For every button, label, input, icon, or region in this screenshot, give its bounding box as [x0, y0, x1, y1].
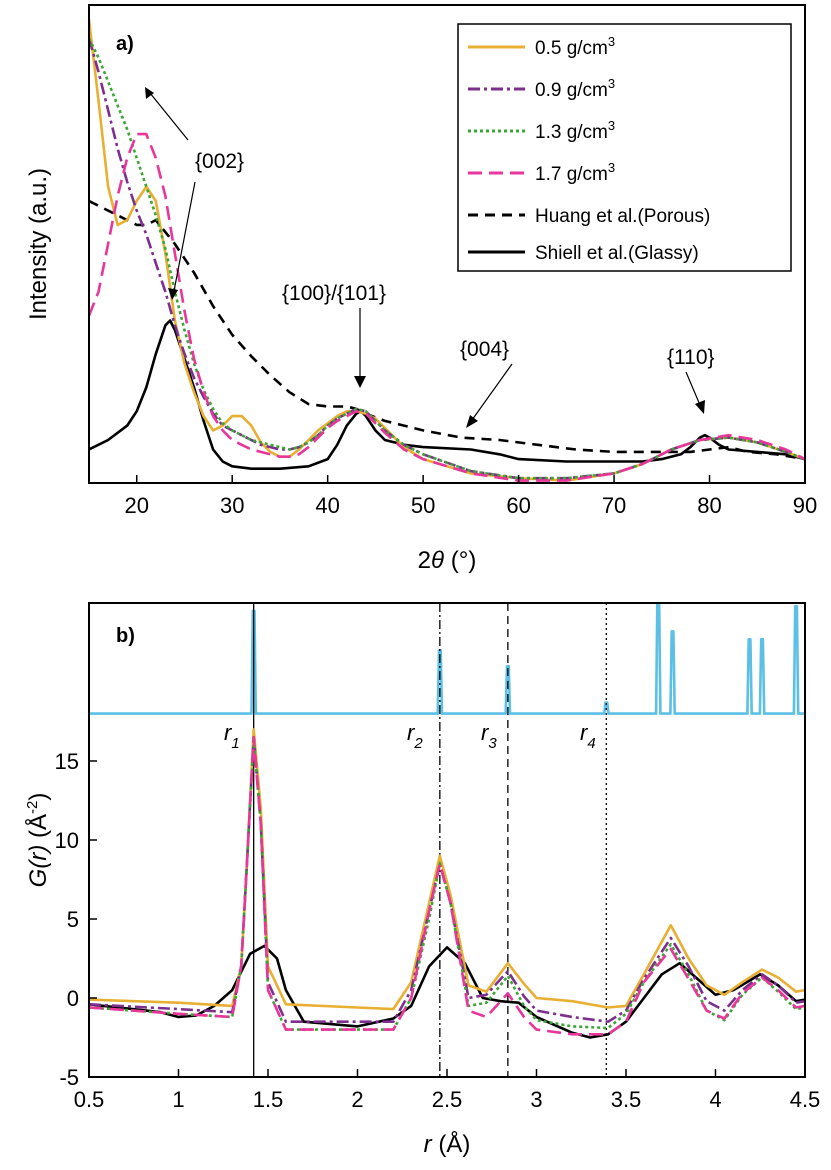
- arrowhead-002-lower: [168, 288, 178, 300]
- panel-a-axes-frame: [88, 4, 806, 484]
- x-tick-label-a-80: 80: [697, 493, 721, 518]
- x-tick-label-b-2-5: 2.5: [432, 1087, 463, 1112]
- arrowhead-004: [466, 415, 478, 428]
- legend-entry-huang: Huang et al.(Porous): [535, 206, 710, 227]
- panel-a-x-axis-label: 2θ (°): [418, 547, 477, 574]
- x-tick-label-a-40: 40: [315, 493, 339, 518]
- annotation-004: {004}: [460, 338, 509, 361]
- y-tick-label-b-neg5: -5: [59, 1065, 79, 1090]
- series-a-0-9-g-cm3: [89, 38, 805, 480]
- arrow-002-upper: [149, 92, 189, 141]
- r4-label: r4: [580, 720, 596, 752]
- x-tick-label-b-1: 1: [172, 1087, 184, 1112]
- panel-b-crystal-reference: [89, 603, 805, 715]
- panel-b-reference-lines: [253, 603, 607, 1077]
- panel-b-x-axis-label: r (Å): [424, 1130, 471, 1158]
- r2-label: r2: [407, 720, 423, 752]
- x-tick-label-b-4-5: 4.5: [790, 1087, 821, 1112]
- annotation-002: {002}: [195, 150, 244, 173]
- series-b-shiell-et-al-glassy: [89, 944, 805, 1039]
- legend-entry-0-9: 0.9 g/cm3: [535, 76, 615, 101]
- panel-a-y-axis-label: Intensity (a.u.): [25, 168, 52, 320]
- x-tick-label-a-20: 20: [124, 493, 148, 518]
- x-tick-label-a-50: 50: [411, 493, 435, 518]
- arrow-002-lower: [173, 181, 196, 292]
- panel-a-chart: 20 30 40 50 60 70 80 90 a) 0.5 g/cm3 0.9 g/cm3 …: [25, 4, 817, 574]
- x-tick-label-a-70: 70: [602, 493, 626, 518]
- x-tick-label-a-90: 90: [793, 493, 817, 518]
- y-tick-label-b-10: 10: [55, 828, 79, 853]
- panel-b-y-axis-label: G(r) (Å-2): [24, 793, 52, 888]
- y-tick-label-b-5: 5: [67, 907, 79, 932]
- panel-b-label: b): [116, 625, 135, 647]
- arrow-110: [685, 371, 701, 406]
- legend-entry-shiell: Shiell et al.(Glassy): [535, 243, 699, 264]
- panel-b-series-group: [89, 728, 805, 1039]
- panel-b-axes-frame: [88, 602, 806, 1078]
- y-tick-label-b-15: 15: [55, 749, 79, 774]
- crystal-reference-line: [89, 603, 805, 715]
- panel-a-label: a): [116, 33, 134, 55]
- x-tick-label-b-4: 4: [709, 1087, 721, 1112]
- legend-box: [457, 23, 792, 272]
- series-b-0-5-g-cm3: [89, 728, 805, 1011]
- panel-a-ticks: 20 30 40 50 60 70 80 90: [124, 475, 817, 518]
- series-a-1-7-g-cm3: [89, 132, 805, 482]
- arrowhead-100-101: [354, 376, 366, 388]
- panel-a-annotations: {002} {100}/{101} {004} {110}: [145, 87, 715, 428]
- legend-entry-1-7: 1.7 g/cm3: [535, 160, 615, 185]
- r1-label: r1: [224, 720, 240, 752]
- x-tick-label-b-3-5: 3.5: [611, 1087, 642, 1112]
- arrowhead-002-upper: [145, 87, 154, 99]
- series-b-1-7-g-cm3: [89, 736, 805, 1036]
- y-tick-label-b-0: 0: [67, 986, 79, 1011]
- annotation-100-101: {100}/{101}: [282, 282, 386, 305]
- series-a-1-3-g-cm3: [89, 37, 805, 480]
- series-a-shiell-et-al-glassy: [89, 319, 805, 470]
- legend-entry-1-3: 1.3 g/cm3: [535, 118, 615, 143]
- x-tick-label-b-0-5: 0.5: [74, 1087, 105, 1112]
- x-tick-label-b-3: 3: [530, 1087, 542, 1112]
- x-tick-label-b-1-5: 1.5: [253, 1087, 284, 1112]
- arrow-004: [471, 363, 513, 421]
- arrowhead-110: [695, 400, 705, 414]
- panel-b-ticks: 0.5 1 1.5 2 2.5 3 3.5 4 4.5 -5 0 5 10 15: [55, 749, 821, 1112]
- panel-a-series-group: [89, 19, 805, 482]
- series-a-huang-et-al-porous: [89, 199, 805, 461]
- x-tick-label-a-60: 60: [506, 493, 530, 518]
- panel-a-legend: 0.5 g/cm3 0.9 g/cm3 1.3 g/cm3 1.7 g/cm3 …: [457, 23, 792, 272]
- annotation-110: {110}: [667, 346, 715, 369]
- r3-label: r3: [481, 720, 497, 752]
- x-tick-label-b-2: 2: [351, 1087, 363, 1112]
- legend-entry-0-5: 0.5 g/cm3: [535, 34, 615, 59]
- x-tick-label-a-30: 30: [220, 493, 244, 518]
